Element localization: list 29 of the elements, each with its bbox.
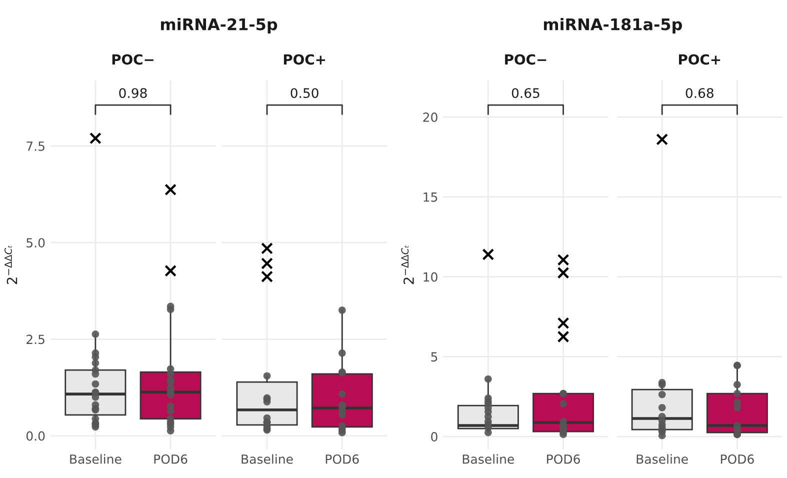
y-tick-label: 2.5	[26, 334, 44, 344]
x-tick-label: POD6	[326, 454, 359, 464]
annotation: 0.98	[119, 88, 147, 98]
y-tick-label: 5	[431, 352, 438, 362]
chart-subtitle: POC−	[112, 54, 154, 65]
y-tick-label: 15	[424, 192, 438, 202]
y-tick-label: 0.0	[26, 431, 45, 441]
x-tick-label: POD6	[720, 454, 754, 464]
x-tick-label: Baseline	[636, 454, 688, 464]
x-tick-label: POD6	[154, 454, 188, 464]
x-tick-label: POD6	[547, 454, 580, 464]
x-tick-label: Baseline	[242, 454, 293, 464]
y-tick-label: 10	[424, 272, 438, 282]
x-tick-label: Baseline	[70, 454, 122, 464]
y-axis-title: 2$^{−ΔΔCₜ}$	[401, 245, 414, 284]
y-tick-label: 0	[431, 432, 438, 442]
chart-title: miRNA-21-5p	[161, 18, 278, 34]
y-tick-label: 7.5	[26, 142, 44, 151]
chart-title: miRNA-181a-5p	[544, 18, 682, 34]
y-tick-label: 5.0	[26, 238, 45, 248]
x-tick-label: Baseline	[462, 454, 514, 464]
chart-subtitle: POC−	[505, 54, 546, 65]
annotation: 0.68	[686, 88, 714, 98]
annotation: 0.50	[290, 88, 318, 98]
chart-subtitle: POC+	[284, 54, 326, 65]
y-axis-title: 2$^{−ΔΔCₜ}$	[4, 245, 18, 284]
y-tick-label: 20	[423, 112, 438, 122]
chart-subtitle: POC+	[679, 54, 720, 65]
annotation: 0.65	[512, 88, 540, 98]
